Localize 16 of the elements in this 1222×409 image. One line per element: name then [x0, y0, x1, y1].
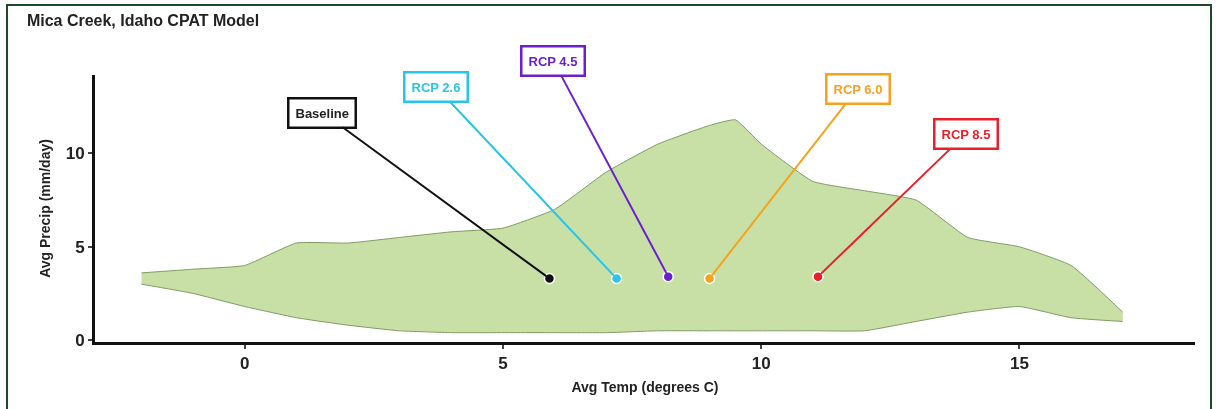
annotation: RCP 8.5: [941, 126, 991, 142]
x-tick-label: 15: [1009, 354, 1029, 374]
y-axis-title: Avg Precip (mm/day): [37, 139, 54, 278]
annotation: RCP 6.0: [833, 81, 883, 97]
annotation: Baseline: [295, 105, 349, 121]
y-tick-label: 5: [75, 237, 85, 257]
annotation: RCP 2.6: [411, 79, 461, 95]
x-tick-label: 10: [751, 354, 771, 374]
x-axis-title: Avg Temp (degrees C): [571, 378, 719, 395]
y-tick-label: 0: [75, 331, 85, 351]
line-series: [140, 283, 1124, 334]
x-tick-label: 0: [240, 354, 250, 374]
x-tick-label: 5: [498, 354, 508, 374]
annotation: RCP 4.5: [528, 53, 578, 69]
y-tick-label: 10: [65, 144, 85, 164]
chart-title: Mica Creek, Idaho CPAT Model: [26, 11, 260, 29]
